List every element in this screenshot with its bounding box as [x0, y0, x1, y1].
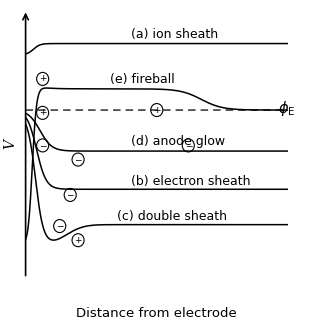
Text: −: −: [39, 141, 46, 150]
Text: +: +: [39, 75, 46, 84]
Text: (e) fireball: (e) fireball: [109, 73, 174, 86]
Text: (a) ion sheath: (a) ion sheath: [131, 28, 218, 41]
Text: −: −: [74, 155, 82, 164]
Text: +: +: [39, 108, 46, 117]
Text: +: +: [74, 236, 82, 245]
Text: Distance from electrode: Distance from electrode: [76, 307, 237, 320]
Text: $\phi_\mathsf{E}$: $\phi_\mathsf{E}$: [277, 99, 295, 118]
Text: −: −: [56, 221, 63, 230]
Text: (d) anode glow: (d) anode glow: [131, 135, 225, 148]
Text: −: −: [67, 190, 74, 199]
Text: (b) electron sheath: (b) electron sheath: [131, 175, 250, 188]
Text: +: +: [153, 106, 161, 115]
Text: (c) double sheath: (c) double sheath: [117, 210, 228, 223]
Text: −: −: [185, 141, 192, 150]
Text: V: V: [4, 139, 18, 149]
